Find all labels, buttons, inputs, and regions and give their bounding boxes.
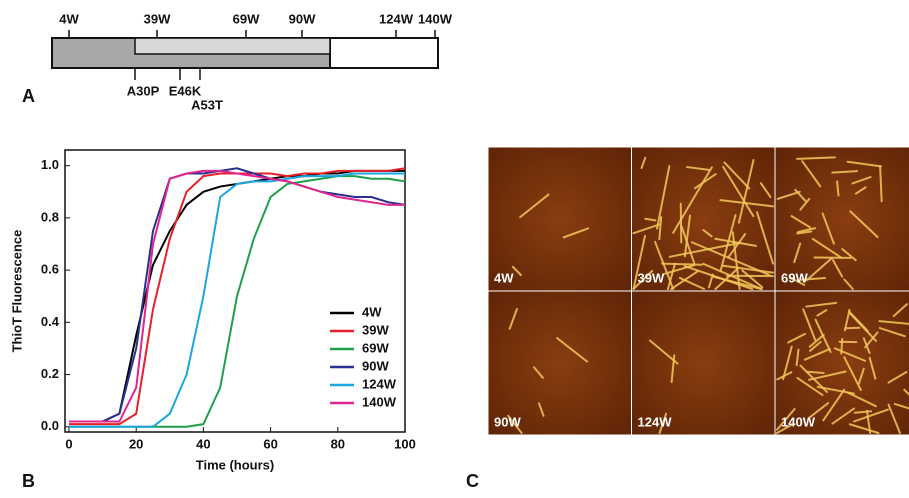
mutation-label: A30P [127,83,160,98]
legend-label: 90W [362,358,389,373]
x-tick-label: 80 [331,436,345,451]
x-tick-label: 0 [65,436,72,451]
y-tick-label: 0.8 [41,209,59,224]
image-label: 124W [638,414,673,429]
residue-label: 4W [59,11,79,26]
x-tick-label: 100 [394,436,416,451]
image-label: 4W [494,270,514,285]
residue-label: 140W [418,11,453,26]
y-tick-label: 1.0 [41,157,59,172]
series-line [69,176,405,427]
x-tick-label: 60 [263,436,277,451]
mutation-label: A53T [191,97,223,112]
x-tick-label: 40 [196,436,210,451]
fibril [837,181,838,195]
fibril [797,157,835,158]
afm-image [488,147,632,291]
mutation-label: E46K [169,83,202,98]
plot-frame [65,150,405,432]
y-tick-label: 0.2 [41,366,59,381]
image-label: 39W [638,270,665,285]
y-axis-label: ThioT Fluorescence [9,230,24,353]
image-label: 90W [494,414,521,429]
fibril [807,372,824,373]
panel-label: A [22,86,35,106]
x-axis-label: Time (hours) [196,457,275,472]
y-tick-label: 0.0 [41,418,59,433]
domain-diagram [52,38,438,68]
y-tick-label: 0.4 [41,314,60,329]
x-tick-label: 20 [129,436,143,451]
image-label: 69W [781,270,808,285]
residue-label: 39W [144,11,171,26]
fibril [681,204,682,243]
afm-image [775,291,909,435]
legend-label: 124W [362,376,397,391]
fibril [662,264,702,265]
fibril [841,339,842,354]
afm-image [488,291,632,435]
y-tick-label: 0.6 [41,262,59,277]
panel-label: B [22,471,35,491]
panel-label: C [466,471,479,491]
legend-label: 140W [362,394,397,409]
legend-label: 39W [362,322,389,337]
legend-label: 4W [362,304,382,319]
residue-label: 124W [379,11,414,26]
residue-label: 69W [233,11,260,26]
afm-image [632,291,776,435]
image-label: 140W [781,414,816,429]
residue-label: 90W [289,11,316,26]
legend-label: 69W [362,340,389,355]
